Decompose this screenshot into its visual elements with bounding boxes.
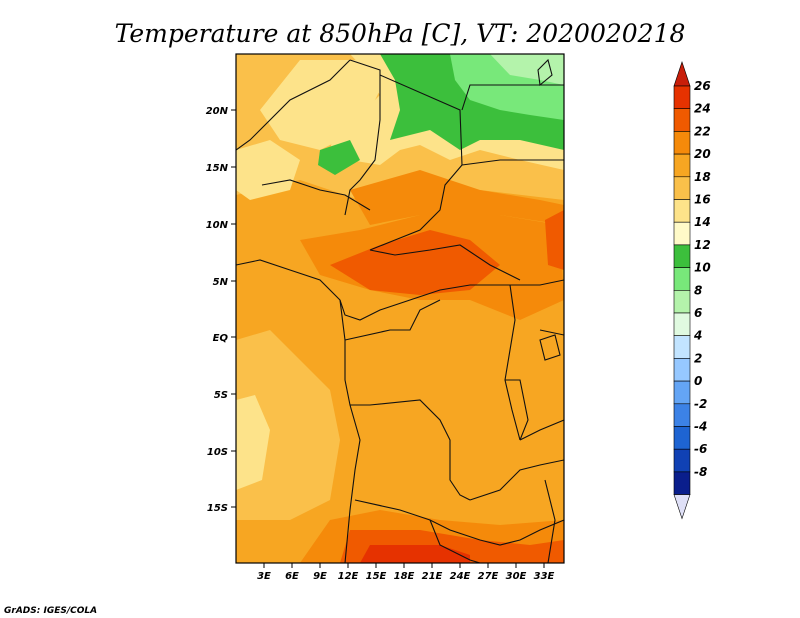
lat-tick-label: EQ — [213, 333, 229, 344]
colorbar-label: 0 — [694, 374, 702, 388]
colorbar-segment — [673, 153, 691, 178]
colorbar-label: 26 — [694, 79, 711, 93]
colorbar-segment — [673, 403, 691, 427]
colorbar-under-arrow — [673, 494, 691, 520]
country-borders — [236, 58, 564, 563]
lon-tick-label: 15E — [366, 571, 387, 582]
colorbar-label: -2 — [694, 397, 707, 411]
band-24-east — [545, 210, 564, 270]
lat-tick-label: 5N — [213, 277, 229, 288]
colorbar-label: 4 — [693, 329, 702, 343]
lon-tick-label: 30E — [506, 571, 527, 582]
colorbar-segment — [673, 108, 691, 132]
lat-tick-label: 10S — [207, 447, 228, 458]
colorbar-segment — [673, 267, 691, 291]
map-frame — [235, 53, 565, 564]
colorbar-segment — [673, 335, 691, 359]
colorbar-label: 22 — [694, 124, 711, 138]
colorbar-segment — [673, 244, 691, 268]
lon-tick-label: 6E — [285, 571, 299, 582]
lat-tick-label: 5S — [214, 390, 228, 401]
colorbar-segment — [673, 380, 691, 405]
colorbar-segment — [673, 448, 691, 473]
lon-tick-label: 21E — [422, 571, 443, 582]
colorbar-segment — [673, 289, 691, 314]
band-16-coast — [236, 395, 270, 490]
lon-tick-label: 33E — [534, 571, 555, 582]
lon-tick-label: 18E — [394, 571, 415, 582]
band-22-north — [350, 170, 564, 225]
lon-tick-label: 27E — [478, 571, 499, 582]
colorbar-over-arrow — [673, 61, 691, 87]
lat-tick-label: 15N — [206, 163, 229, 174]
lat-tick-label: 15S — [207, 503, 228, 514]
colorbar-segment — [673, 199, 691, 223]
colorbar-segment — [673, 176, 691, 200]
colorbar-label: 18 — [694, 170, 711, 184]
colorbar-label: 6 — [694, 306, 702, 320]
band-12-west — [318, 140, 360, 175]
temperature-map — [236, 54, 564, 563]
colorbar-label: 24 — [694, 102, 711, 116]
colorbar-label: -4 — [694, 420, 707, 434]
colorbar-label: -6 — [694, 442, 707, 456]
band-26-south — [360, 545, 470, 563]
colorbar-label: 14 — [694, 215, 711, 229]
band-16-nw — [236, 140, 300, 200]
lon-axis: 3E 6E 9E 12E 15E 18E 21E 24E 27E 30E 33E — [257, 563, 555, 582]
lat-axis: 20N 15N 10N 5N EQ 5S 10S 15S — [206, 106, 236, 514]
colorbar-label: -8 — [694, 465, 707, 479]
colorbar-label: 8 — [694, 283, 702, 297]
colorbar-segment — [673, 426, 691, 450]
colorbar-segment — [673, 85, 691, 110]
colorbar-label: 20 — [694, 147, 711, 161]
colorbar-segment — [673, 312, 691, 337]
band-24-core — [330, 230, 500, 295]
lon-tick-label: 24E — [450, 571, 471, 582]
map-title: Temperature at 850hPa [C], VT: 202002021… — [115, 19, 686, 48]
lon-tick-label: 9E — [313, 571, 327, 582]
grads-credit: GrADS: IGES/COLA — [4, 606, 97, 616]
colorbar-segment — [673, 471, 691, 495]
colorbar-label: 2 — [694, 351, 702, 365]
colorbar-label: 10 — [694, 261, 711, 275]
colorbar-label: 16 — [694, 193, 711, 207]
lon-tick-label: 12E — [338, 571, 359, 582]
colorbar-segment — [673, 131, 691, 155]
lat-tick-label: 20N — [206, 106, 229, 117]
colorbar-label: 12 — [694, 238, 711, 252]
lat-tick-label: 10N — [206, 220, 229, 231]
colorbar-segment — [673, 358, 691, 382]
lon-tick-label: 3E — [257, 571, 271, 582]
colorbar-segment — [673, 221, 691, 246]
